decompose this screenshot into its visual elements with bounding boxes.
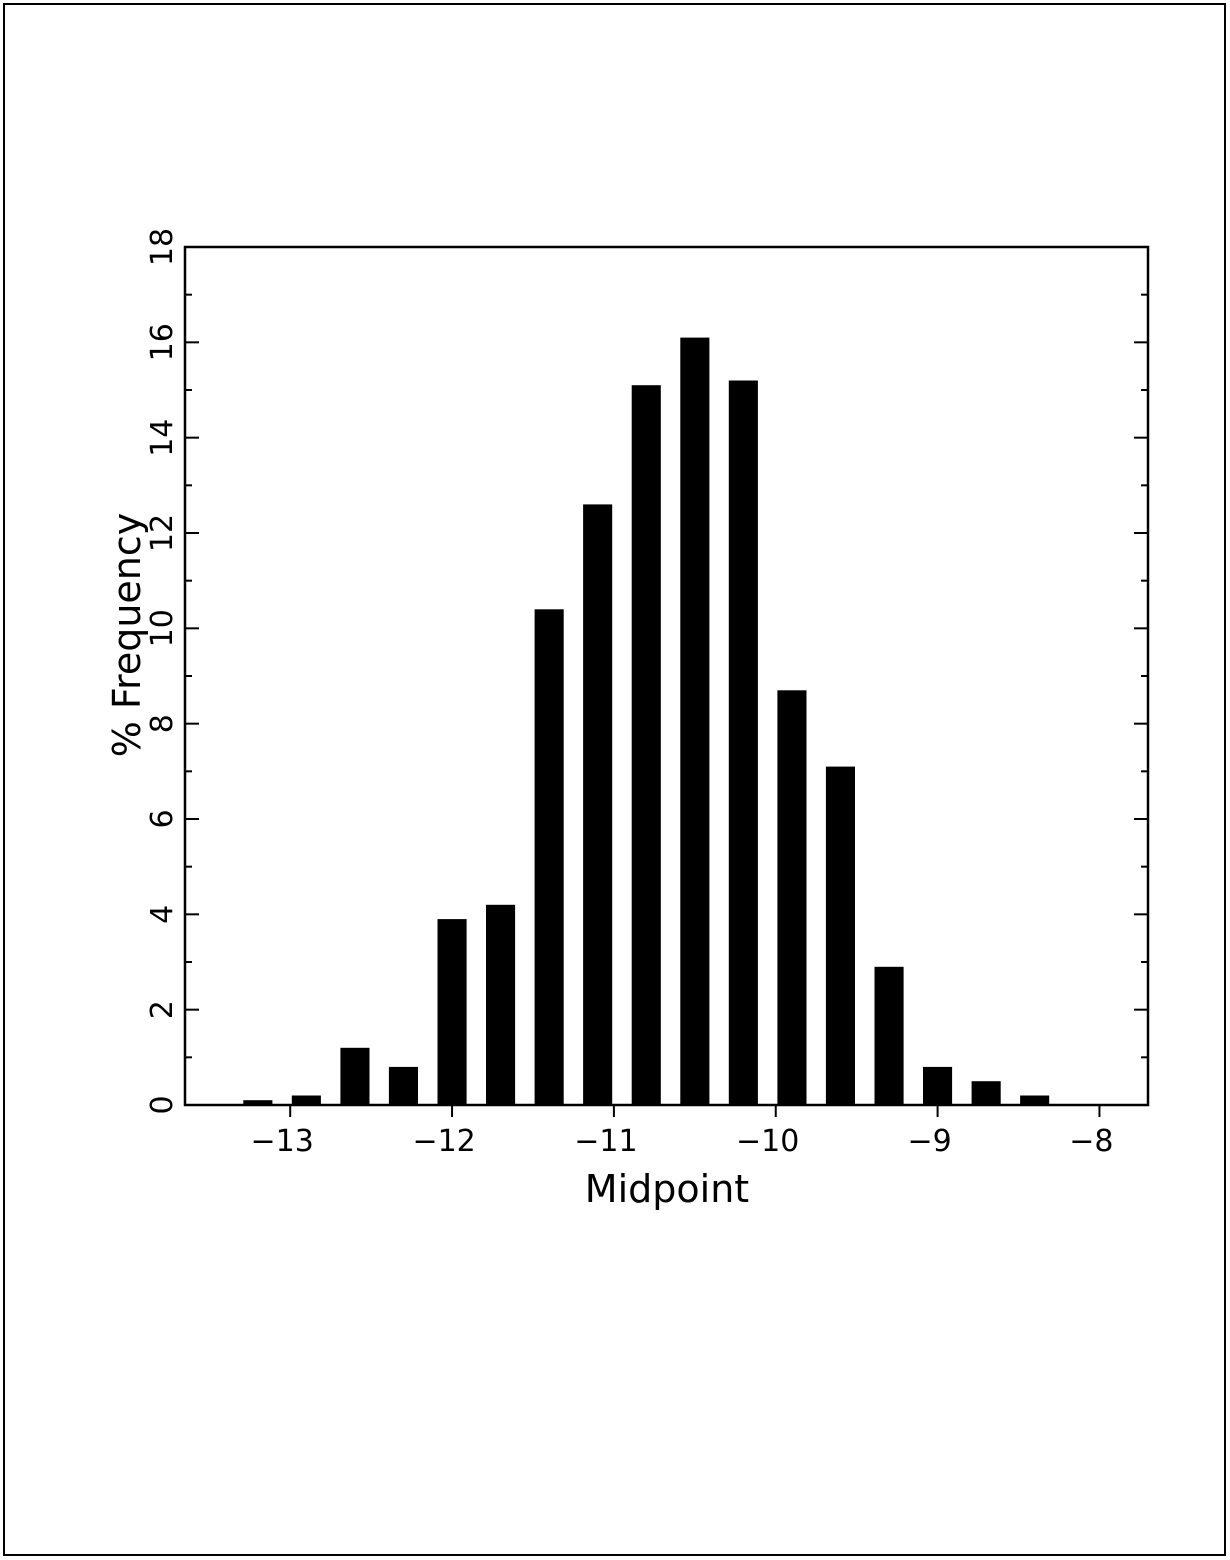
bar bbox=[243, 1100, 273, 1105]
y-tick-label: 8 bbox=[145, 714, 180, 733]
y-tick-label: 6 bbox=[145, 809, 180, 828]
bar bbox=[728, 380, 758, 1105]
bar bbox=[631, 385, 661, 1105]
x-tick-label: −10 bbox=[736, 1124, 799, 1159]
bar bbox=[534, 609, 564, 1105]
x-tick-label: −12 bbox=[412, 1124, 475, 1159]
x-tick-label: −13 bbox=[251, 1124, 314, 1159]
y-tick-label: 14 bbox=[145, 419, 180, 457]
bar bbox=[874, 966, 904, 1105]
y-tick-label: 10 bbox=[145, 609, 180, 647]
bar bbox=[777, 690, 807, 1105]
bar-group bbox=[243, 337, 1050, 1106]
x-axis-title: Midpoint bbox=[585, 1167, 749, 1211]
bar bbox=[923, 1066, 953, 1105]
y-tick-label: 0 bbox=[145, 1095, 180, 1114]
y-tick-label: 4 bbox=[145, 905, 180, 924]
y-axis-title: % Frequency bbox=[105, 513, 149, 758]
bar bbox=[1020, 1095, 1050, 1105]
y-tick-label: 12 bbox=[145, 514, 180, 552]
y-tick-label: 18 bbox=[145, 228, 180, 266]
x-axis: −13 −12 −11 −10 −9 −8 bbox=[251, 1105, 1114, 1159]
plot-area-frame bbox=[183, 245, 1150, 1107]
bar bbox=[486, 904, 516, 1105]
bar bbox=[388, 1066, 418, 1105]
x-tick-label: −11 bbox=[574, 1124, 637, 1159]
bar bbox=[971, 1081, 1001, 1105]
bar bbox=[340, 1047, 370, 1105]
y-axis: 0 2 4 6 8 10 12 14 16 18 bbox=[145, 228, 1148, 1115]
bar bbox=[583, 504, 613, 1105]
bar bbox=[680, 337, 710, 1106]
page-frame bbox=[3, 3, 1226, 1556]
x-tick-label: −8 bbox=[1069, 1124, 1113, 1159]
bar bbox=[291, 1095, 321, 1105]
x-tick-label: −9 bbox=[907, 1124, 951, 1159]
y-tick-label: 16 bbox=[145, 323, 180, 361]
bar bbox=[437, 919, 467, 1105]
bar bbox=[825, 766, 855, 1105]
y-tick-label: 2 bbox=[145, 1000, 180, 1019]
